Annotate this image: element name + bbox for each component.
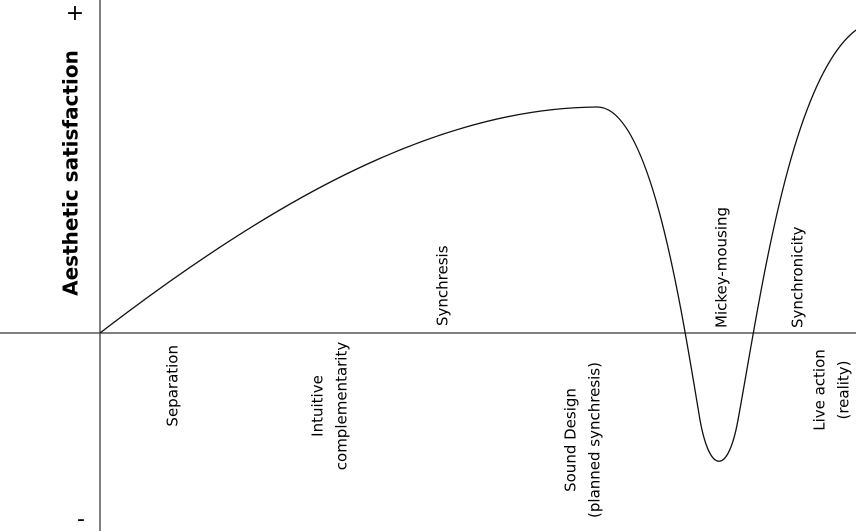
label: (reality) (835, 360, 853, 419)
label: Synchresis (434, 245, 452, 326)
plus-sign: + (66, 1, 84, 26)
label: Live action (811, 349, 829, 431)
label: Sound Design (562, 388, 580, 492)
label: Synchronicity (789, 226, 807, 328)
y-axis-label: Aesthetic satisfaction (59, 50, 83, 296)
label: complementarity (333, 342, 351, 471)
label: (planned synchresis) (586, 362, 604, 518)
label: Mickey-mousing (713, 207, 731, 328)
label: Separation (164, 345, 182, 427)
label: Intuitive (309, 375, 327, 437)
minus-sign: - (77, 507, 85, 531)
curve (99, 29, 856, 462)
